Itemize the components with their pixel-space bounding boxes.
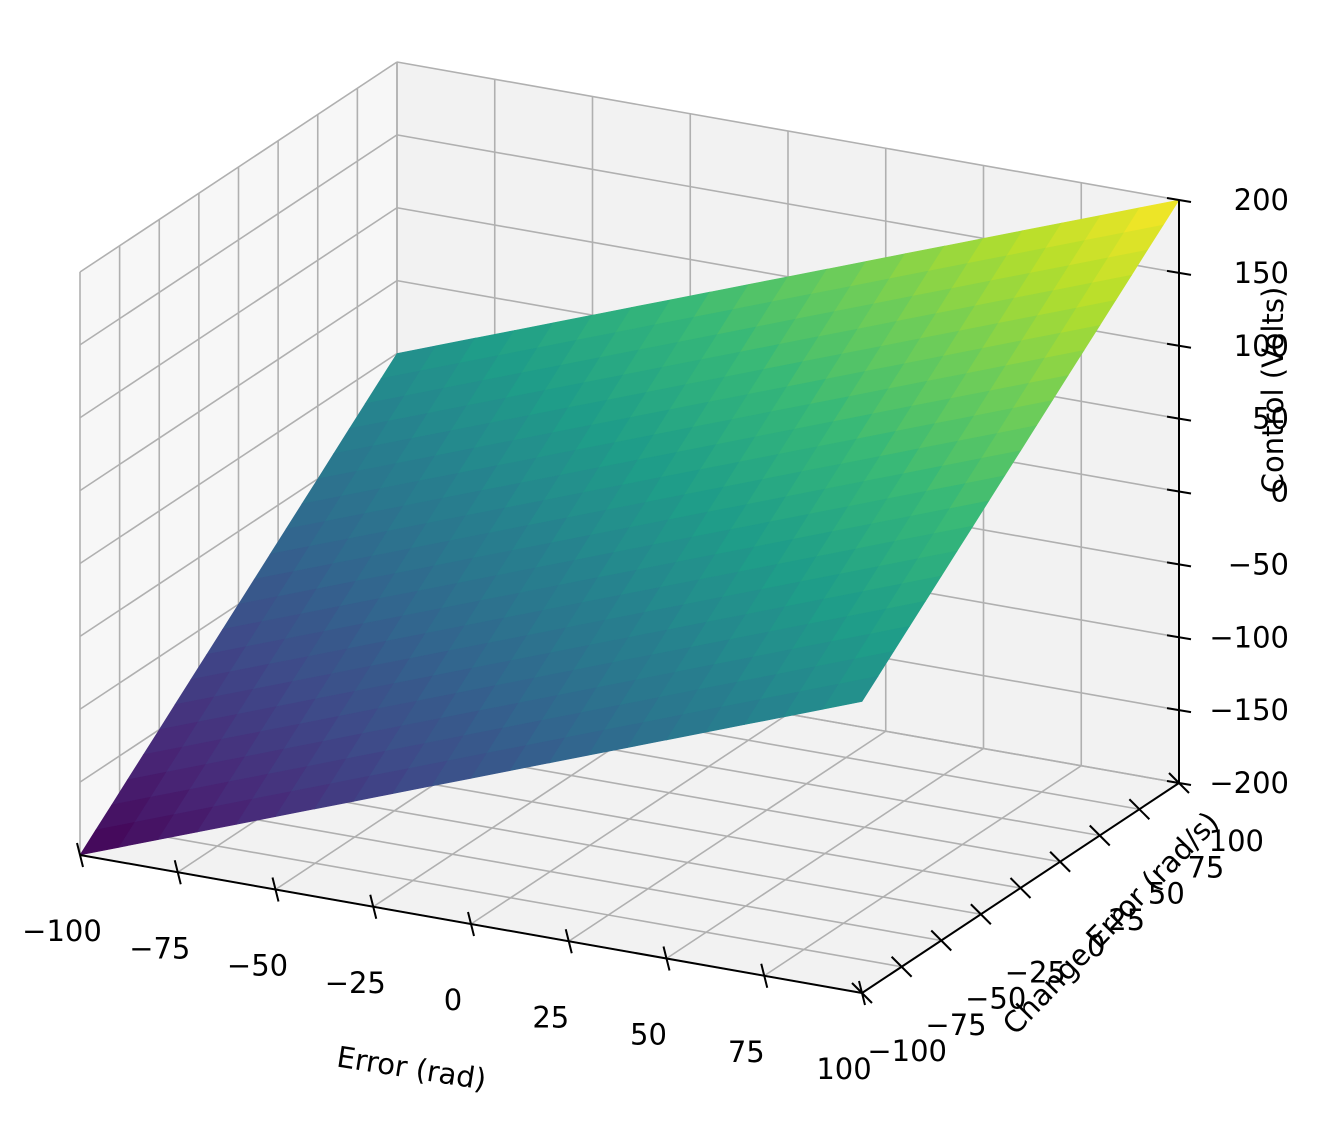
- grid-line-z-left: [79, 61, 398, 273]
- x-tick: [369, 894, 378, 919]
- x-tick-label: 25: [532, 1000, 569, 1034]
- y-tick: [1009, 877, 1032, 899]
- z-tick: [1166, 634, 1192, 641]
- x-tick: [271, 877, 280, 902]
- z-tick: [1166, 269, 1192, 276]
- x-tick-label: −50: [227, 949, 288, 983]
- y-tick: [890, 956, 913, 978]
- z-tick-label: 50: [1252, 402, 1289, 436]
- x-tick: [467, 911, 475, 937]
- y-tick: [930, 929, 952, 952]
- x-tick: [760, 963, 769, 988]
- x-tick-label: 100: [816, 1052, 871, 1086]
- y-tick-label: −25: [1005, 955, 1066, 989]
- x-tick: [662, 946, 671, 971]
- x-tick: [76, 842, 84, 868]
- x-tick-label: −100: [22, 914, 102, 948]
- surface-plot: [79, 199, 1180, 856]
- z-tick: [1166, 415, 1192, 422]
- y-tick-label: 100: [1209, 824, 1264, 858]
- x-tick: [173, 860, 182, 885]
- y-tick: [1049, 851, 1071, 873]
- z-tick-label: 100: [1234, 329, 1289, 363]
- y-tick: [1089, 824, 1111, 847]
- grid-line-z-left: [79, 207, 398, 419]
- y-tick-label: 25: [1108, 903, 1145, 937]
- z-tick: [1166, 561, 1192, 568]
- grid-line-y-floor: [119, 827, 902, 968]
- y-tick-label: 50: [1148, 877, 1185, 911]
- grid-line-z-left: [79, 279, 398, 492]
- surface-patch: [822, 675, 879, 710]
- x-axis-title: Error (rad): [335, 1040, 489, 1097]
- z-tick-label: −150: [1209, 693, 1289, 727]
- z-tick-label: 200: [1234, 183, 1289, 217]
- z-tick-label: −200: [1209, 766, 1289, 800]
- y-tick-label: −50: [965, 982, 1026, 1016]
- x-tick-label: 75: [728, 1035, 765, 1069]
- z-tick-label: 0: [1271, 475, 1289, 509]
- y-tick: [1128, 798, 1151, 820]
- x-tick: [564, 929, 573, 954]
- z-axis-title: Control (Volts): [1256, 287, 1290, 494]
- y-tick-label: −75: [925, 1008, 986, 1042]
- z-tick-label: 150: [1234, 256, 1289, 290]
- x-tick-label: −25: [325, 966, 386, 1000]
- z-tick: [1166, 707, 1192, 714]
- grid-line-z-left: [79, 352, 398, 565]
- x-tick-label: 50: [630, 1018, 667, 1052]
- z-tick-label: −50: [1228, 547, 1289, 581]
- y-tick: [851, 982, 873, 1004]
- tick-labels: −100−75−50−250255075100−100−75−50−250255…: [22, 183, 1289, 1086]
- z-tick: [1166, 488, 1192, 495]
- y-tick: [970, 903, 992, 925]
- x-tick-label: −75: [129, 931, 190, 965]
- y-tick-label: 75: [1187, 850, 1224, 884]
- x-tick-label: 0: [444, 983, 462, 1017]
- y-tick-label: −100: [867, 1034, 947, 1068]
- grid-line-y-floor: [159, 801, 942, 942]
- z-tick-label: −100: [1209, 620, 1289, 654]
- y-tick-label: 0: [1087, 929, 1105, 963]
- z-tick: [1166, 342, 1192, 349]
- grid-line-z-back: [396, 61, 1180, 201]
- grid-line-z-left: [79, 134, 398, 346]
- axis-ticks: [76, 197, 1192, 1006]
- z-tick: [1166, 780, 1192, 786]
- z-tick: [1166, 197, 1192, 203]
